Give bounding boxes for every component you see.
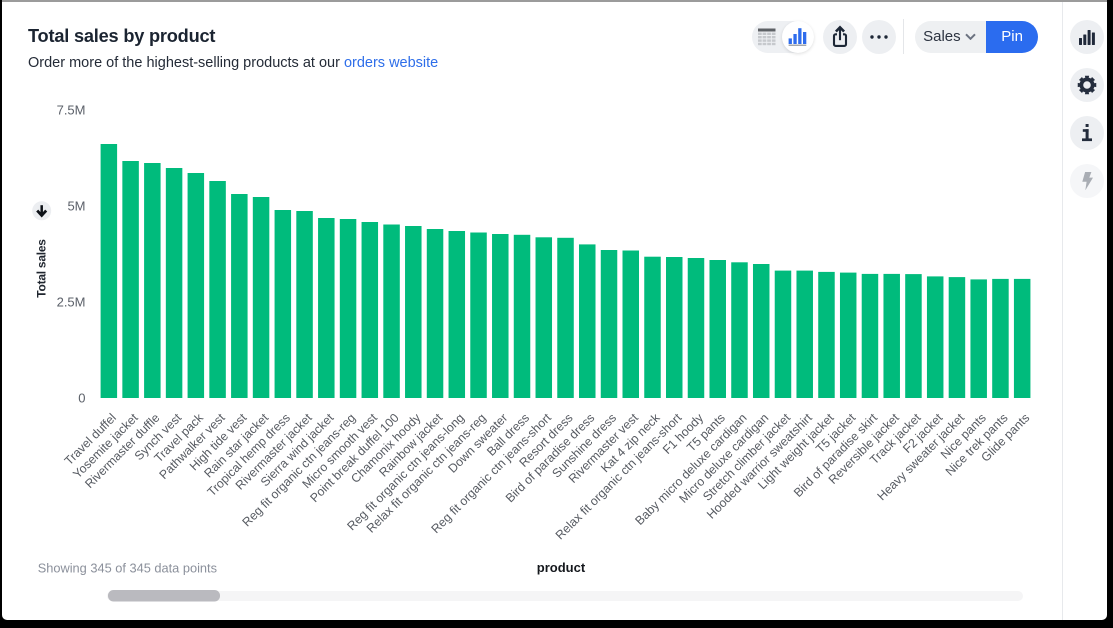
svg-text:0: 0 <box>78 391 85 406</box>
svg-text:Total sales: Total sales <box>35 239 49 298</box>
svg-text:2.5M: 2.5M <box>57 295 86 310</box>
svg-text:7.5M: 7.5M <box>57 103 86 118</box>
svg-text:product: product <box>537 560 586 575</box>
svg-text:Showing 345 of 345 data points: Showing 345 of 345 data points <box>38 561 217 576</box>
svg-text:5M: 5M <box>67 199 85 214</box>
